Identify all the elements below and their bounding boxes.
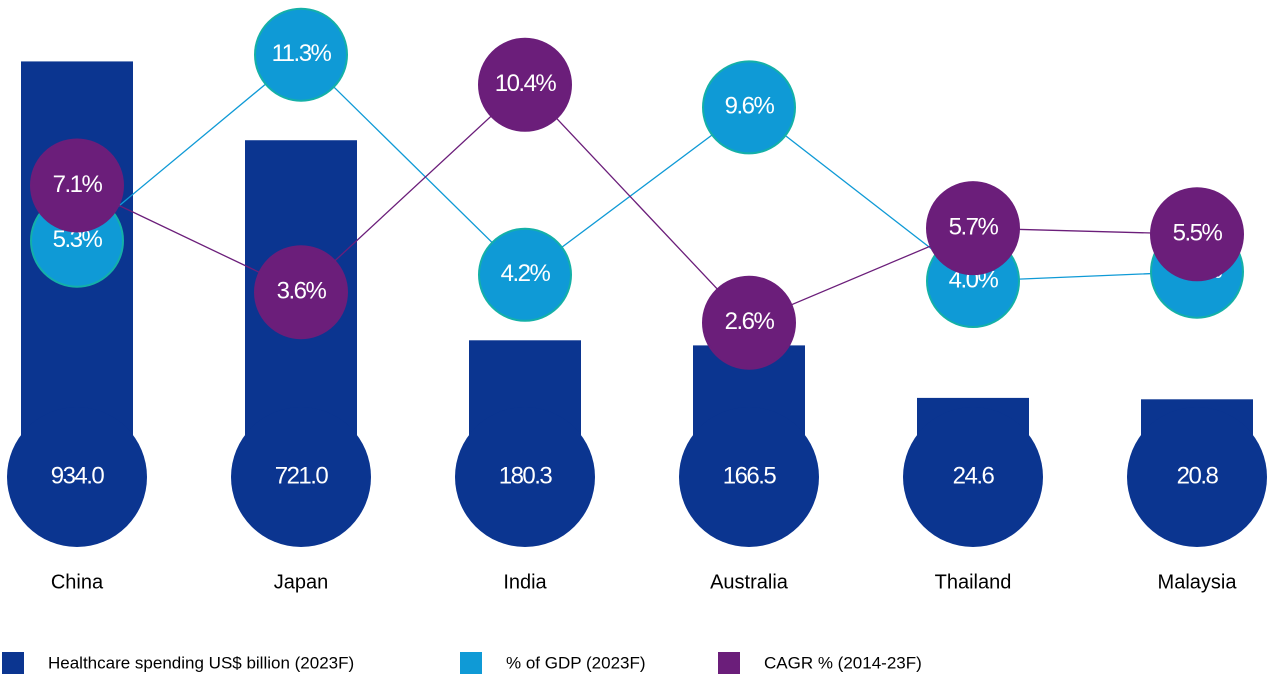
point	[702, 275, 796, 370]
bar-label: 166.5	[723, 462, 777, 489]
point	[254, 7, 348, 102]
legend-swatch	[460, 652, 482, 674]
point-label: 2.6%	[725, 308, 775, 335]
point	[254, 245, 348, 340]
point-label: 9.6%	[725, 93, 775, 120]
x-tick-label: Thailand	[935, 571, 1012, 593]
point-label: 11.3%	[272, 40, 332, 67]
bar-base	[1127, 407, 1267, 547]
point-label: 4.2%	[501, 260, 551, 287]
point-label: 5.7%	[949, 213, 999, 240]
point	[702, 60, 796, 155]
x-tick-label: Australia	[710, 571, 789, 593]
point	[926, 181, 1020, 276]
bar-base	[231, 407, 371, 547]
bar-base	[903, 407, 1043, 547]
point	[478, 227, 572, 322]
legend-label: CAGR % (2014-23F)	[764, 653, 922, 672]
x-tick-label: Malaysia	[1158, 571, 1238, 593]
x-tick-label: India	[503, 571, 547, 593]
bar-label: 934.0	[51, 462, 105, 489]
legend-label: Healthcare spending US$ billion (2023F)	[48, 653, 354, 672]
bar-label: 24.6	[953, 462, 995, 489]
point-label: 7.1%	[53, 171, 103, 198]
bar-base	[455, 407, 595, 547]
bar-label: 20.8	[1177, 462, 1219, 489]
point	[1150, 187, 1244, 282]
x-tick-label: China	[51, 571, 104, 593]
point-label: 10.4%	[495, 70, 557, 97]
legend-swatch	[718, 652, 740, 674]
bar-base	[7, 407, 147, 547]
bar-label: 180.3	[499, 462, 553, 489]
point-label: 5.5%	[1173, 220, 1223, 247]
point	[478, 37, 572, 132]
legend-label: % of GDP (2023F)	[506, 653, 646, 672]
bar-label: 721.0	[275, 462, 329, 489]
x-tick-label: Japan	[274, 571, 329, 593]
point-label: 3.6%	[277, 278, 327, 305]
bar-base	[679, 407, 819, 547]
legend-swatch	[2, 652, 24, 674]
legend: Healthcare spending US$ billion (2023F)%…	[2, 652, 922, 674]
point	[30, 138, 124, 233]
